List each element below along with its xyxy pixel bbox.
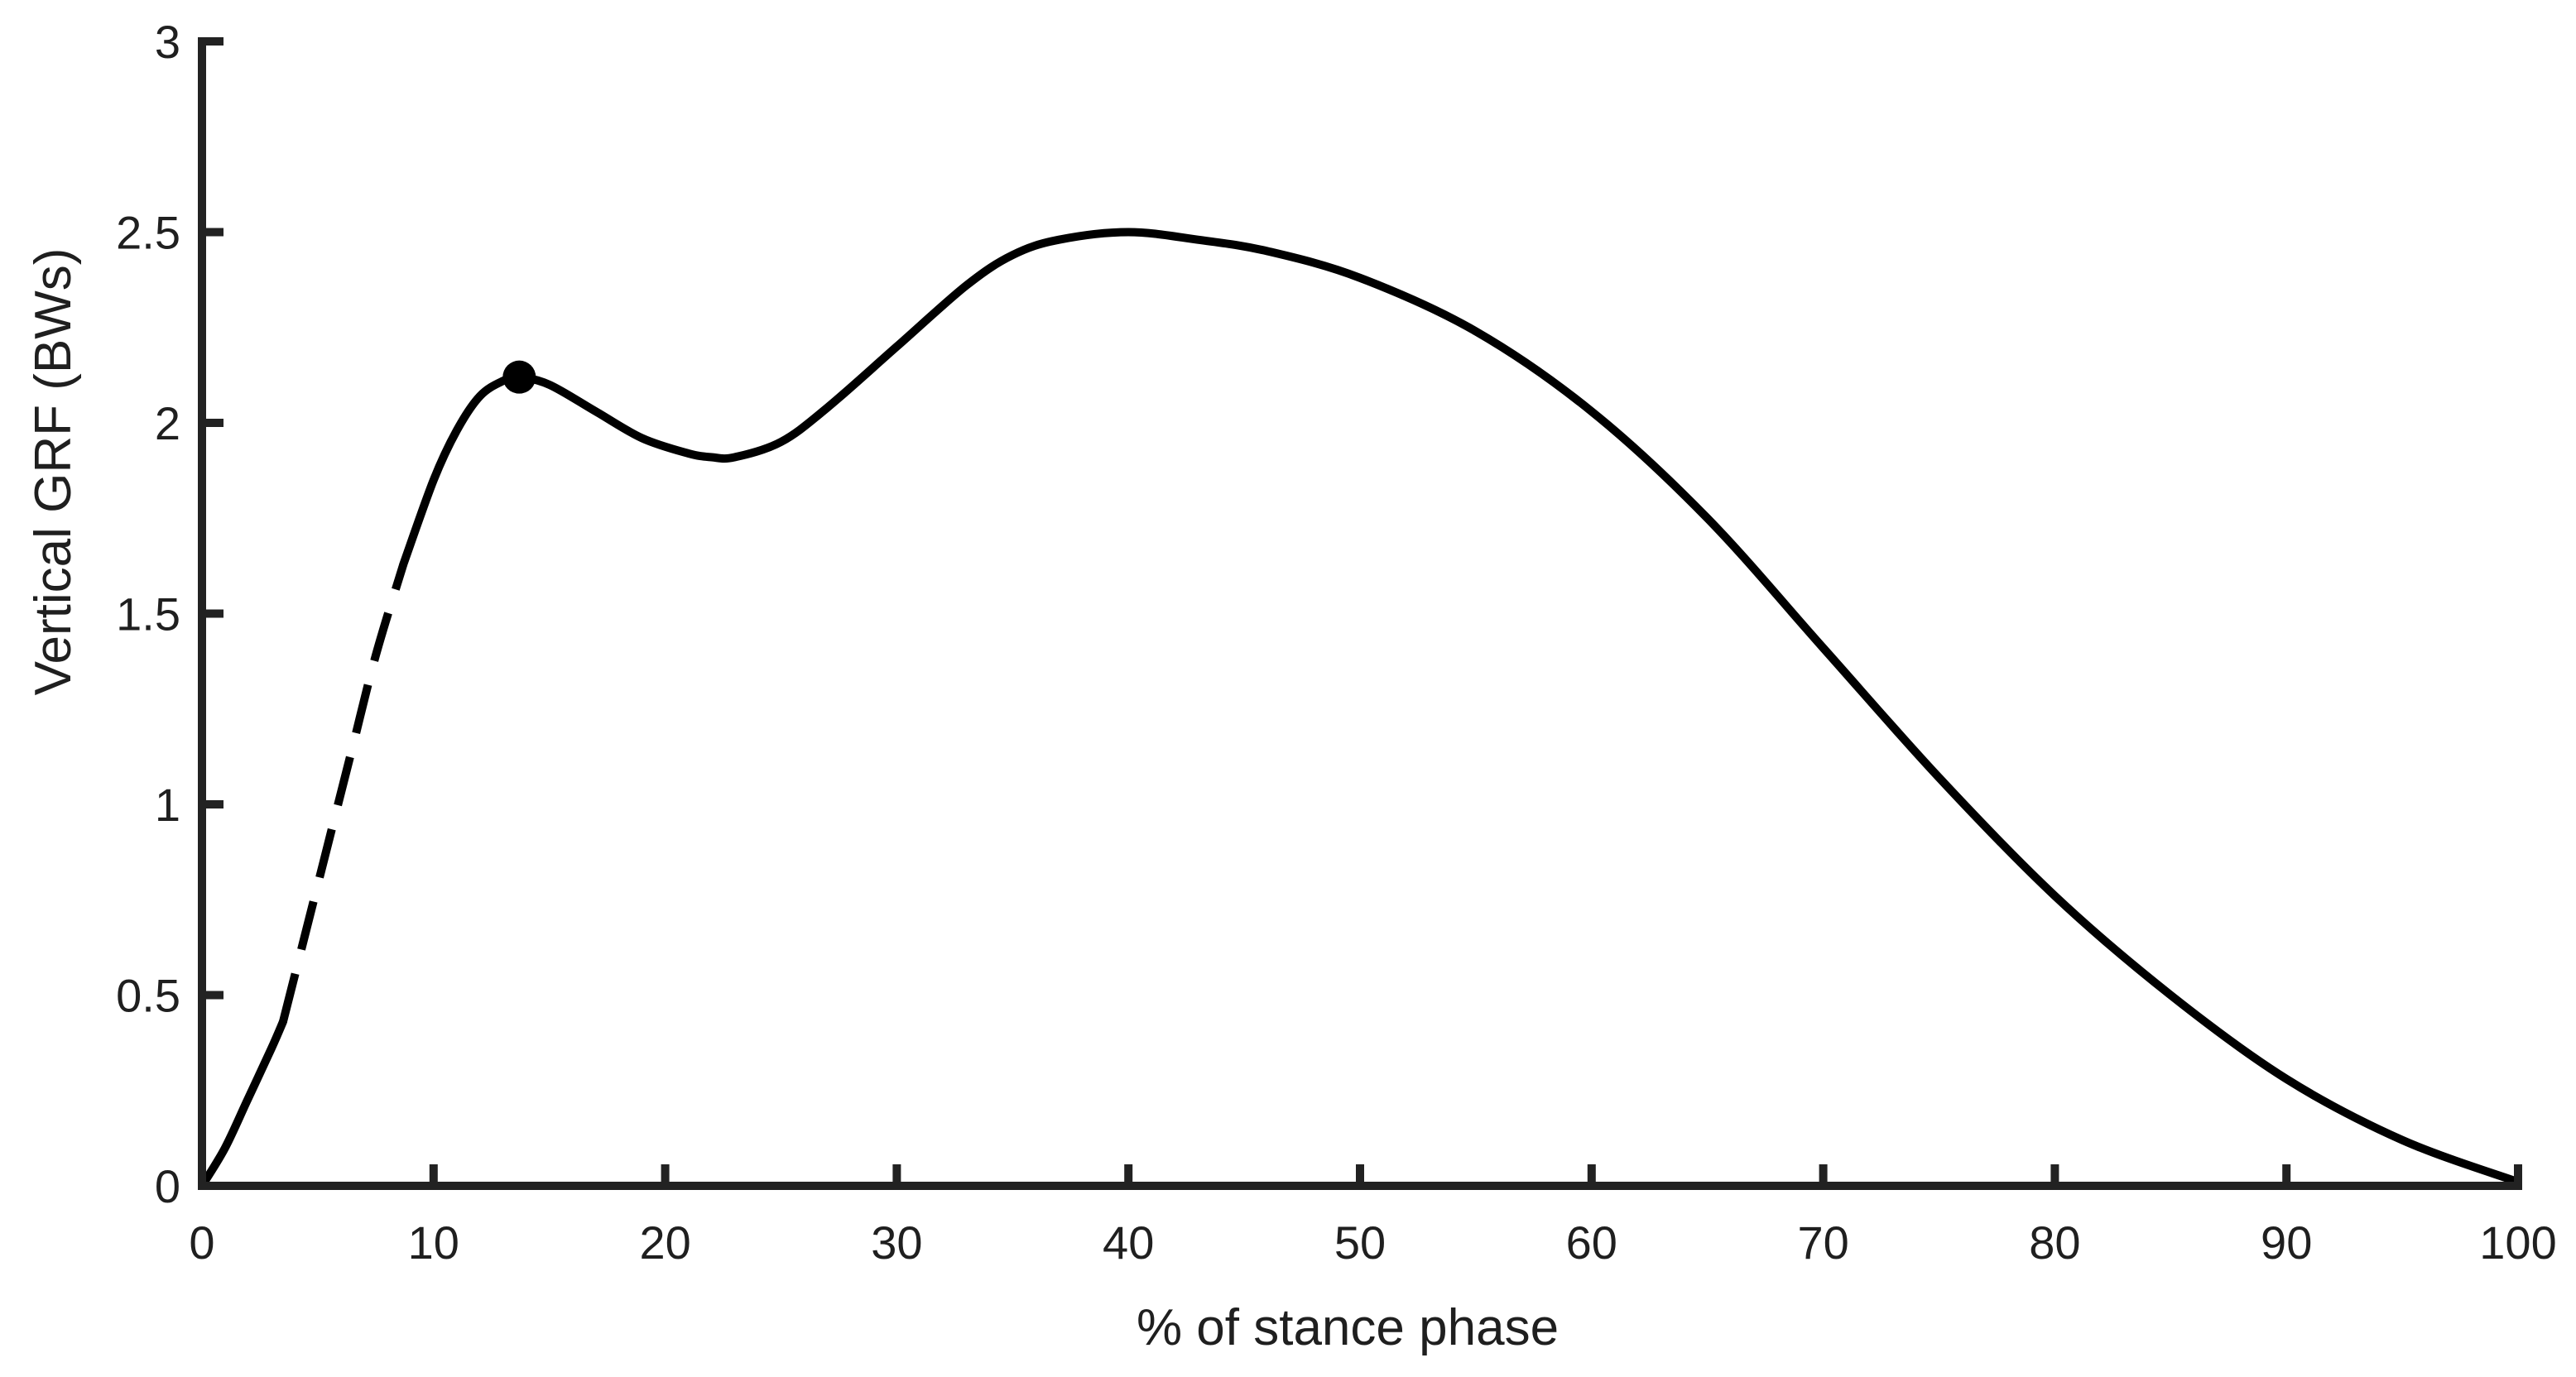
x-tick-label: 20 bbox=[639, 1216, 690, 1269]
y-tick-label: 1.5 bbox=[116, 588, 180, 641]
markers-group bbox=[502, 360, 536, 394]
x-tick-label: 0 bbox=[189, 1216, 214, 1269]
y-tick-label: 0 bbox=[155, 1160, 180, 1212]
x-tick-label: 80 bbox=[2029, 1216, 2080, 1269]
x-tick-label: 40 bbox=[1103, 1216, 1154, 1269]
x-tick-label: 60 bbox=[1566, 1216, 1617, 1269]
x-tick-label: 50 bbox=[1334, 1216, 1386, 1269]
y-tick-label: 1 bbox=[155, 779, 180, 831]
y-tick-label: 2 bbox=[155, 397, 180, 449]
x-tick-label: 90 bbox=[2261, 1216, 2312, 1269]
series-line-solid-3 bbox=[399, 228, 2522, 1187]
y-tick-label: 0.5 bbox=[116, 970, 180, 1022]
y-tick-label: 3 bbox=[155, 16, 180, 68]
y-axis-title: Vertical GRF (BWs) bbox=[25, 248, 82, 696]
x-tick-label: 100 bbox=[2479, 1216, 2556, 1269]
axes-group bbox=[198, 37, 2522, 1190]
x-axis-title: % of stance phase bbox=[1137, 1299, 1559, 1356]
curve-group bbox=[198, 228, 2522, 1190]
series-line-solid-1 bbox=[198, 1017, 287, 1190]
y-tick-label: 2.5 bbox=[116, 207, 180, 259]
series-line-dashed-2 bbox=[279, 563, 408, 1024]
peak-marker bbox=[502, 360, 536, 394]
x-tick-label: 70 bbox=[1797, 1216, 1848, 1269]
ticks-group bbox=[198, 37, 2522, 1190]
tick-labels-group: 0 10 20 30 40 50 60 70 80 90 100 0 0.5 1 1.5 2 2.5 3 bbox=[116, 16, 2557, 1269]
x-tick-label: 10 bbox=[408, 1216, 459, 1269]
x-tick-label: 30 bbox=[871, 1216, 922, 1269]
